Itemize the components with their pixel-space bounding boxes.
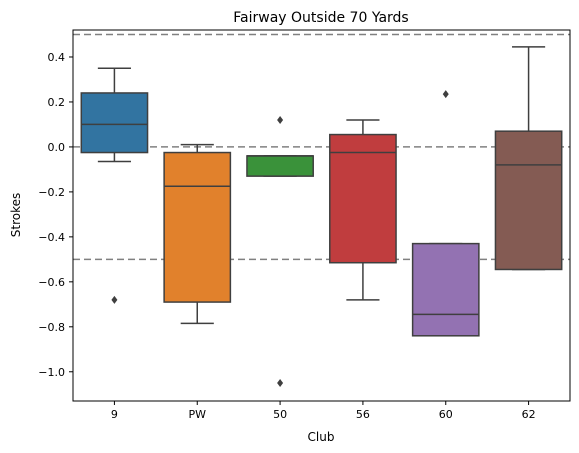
x-tick-label-5: 62	[522, 408, 536, 421]
box-3-outlier-2	[277, 379, 284, 388]
box-1-body	[80, 92, 149, 154]
box-3-outlier-1	[277, 115, 284, 124]
axes-frame	[72, 29, 571, 402]
box-1-outlier-1	[111, 295, 118, 304]
x-tick-label-3: 56	[356, 408, 370, 421]
x-tick-label-4: 60	[439, 408, 453, 421]
y-tick-label-2: 0.0	[48, 141, 66, 154]
box-5-body	[411, 242, 480, 337]
x-tick-label-0: 9	[111, 408, 118, 421]
box-4-body	[329, 133, 397, 264]
y-tick-label-0: 0.4	[48, 51, 66, 64]
y-tick-label-1: 0.2	[48, 96, 66, 109]
chart-title: Fairway Outside 70 Yards	[233, 10, 408, 26]
y-tick-label-5: −0.6	[38, 276, 65, 289]
box-3-body	[246, 155, 314, 177]
box-6-body	[494, 130, 563, 271]
y-tick-label-3: −0.2	[38, 186, 65, 199]
y-tick-label-7: −1.0	[38, 366, 65, 379]
box-5-outlier-1	[442, 90, 449, 99]
y-tick-label-4: −0.4	[38, 231, 65, 244]
y-axis-label: Strokes	[9, 193, 23, 238]
x-axis-label: Club	[308, 430, 335, 444]
box-2-body	[163, 151, 232, 303]
x-tick-label-2: 50	[273, 408, 287, 421]
x-tick-label-1: PW	[188, 408, 206, 421]
plot-area: 0.4 0.2 0.0 −0.2 −0.4 −0.6 −0.8 −1.0 9 PW 50 56 60 62	[38, 29, 571, 421]
y-tick-label-6: −0.8	[38, 321, 65, 334]
